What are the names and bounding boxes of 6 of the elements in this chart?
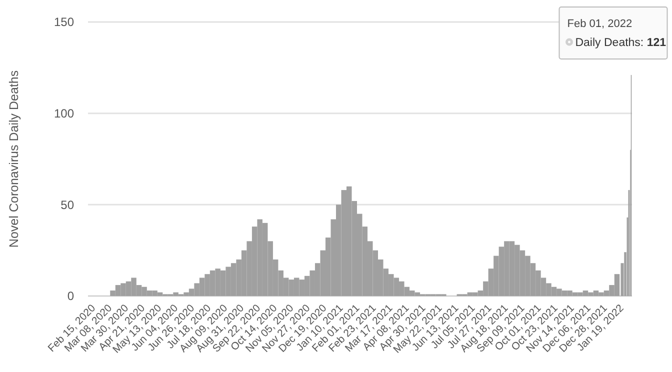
- y-tick-label: 0: [67, 289, 74, 304]
- y-axis-title: Novel Coronavirus Daily Deaths: [7, 70, 21, 248]
- y-tick-label: 150: [54, 15, 74, 30]
- y-tick-label: 100: [54, 106, 74, 121]
- y-tick-label: 50: [60, 198, 74, 212]
- annotation: Feb 01, 2022 Daily Deaths: 121: [567, 18, 667, 49]
